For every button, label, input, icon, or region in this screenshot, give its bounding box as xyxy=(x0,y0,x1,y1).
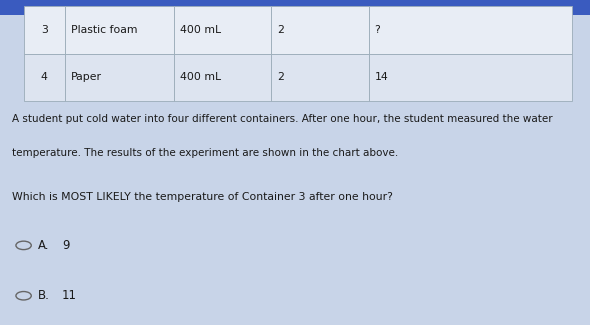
Bar xyxy=(174,54,271,101)
Text: 14: 14 xyxy=(375,72,388,82)
Bar xyxy=(369,6,572,54)
Bar xyxy=(271,6,369,54)
Text: 3: 3 xyxy=(41,25,48,35)
Text: Which is MOST LIKELY the temperature of Container 3 after one hour?: Which is MOST LIKELY the temperature of … xyxy=(12,192,393,202)
Circle shape xyxy=(16,292,31,300)
Bar xyxy=(24,6,65,54)
Bar xyxy=(174,6,271,54)
Text: temperature. The results of the experiment are shown in the chart above.: temperature. The results of the experime… xyxy=(12,148,398,158)
Bar xyxy=(0,0,590,15)
Text: 4: 4 xyxy=(41,72,48,82)
Text: Plastic foam: Plastic foam xyxy=(71,25,137,35)
Bar xyxy=(65,54,174,101)
Text: 11: 11 xyxy=(62,289,77,302)
Text: 2: 2 xyxy=(277,72,284,82)
Text: A.: A. xyxy=(38,239,50,252)
Text: 9: 9 xyxy=(62,239,70,252)
Bar xyxy=(65,6,174,54)
Text: ?: ? xyxy=(375,25,381,35)
Text: Paper: Paper xyxy=(71,72,102,82)
Bar xyxy=(271,54,369,101)
Text: B.: B. xyxy=(38,289,50,302)
Bar xyxy=(369,54,572,101)
Text: A student put cold water into four different containers. After one hour, the stu: A student put cold water into four diffe… xyxy=(12,114,552,124)
Text: 2: 2 xyxy=(277,25,284,35)
Text: 400 mL: 400 mL xyxy=(180,72,221,82)
Circle shape xyxy=(16,241,31,250)
Text: 400 mL: 400 mL xyxy=(180,25,221,35)
Bar xyxy=(24,54,65,101)
